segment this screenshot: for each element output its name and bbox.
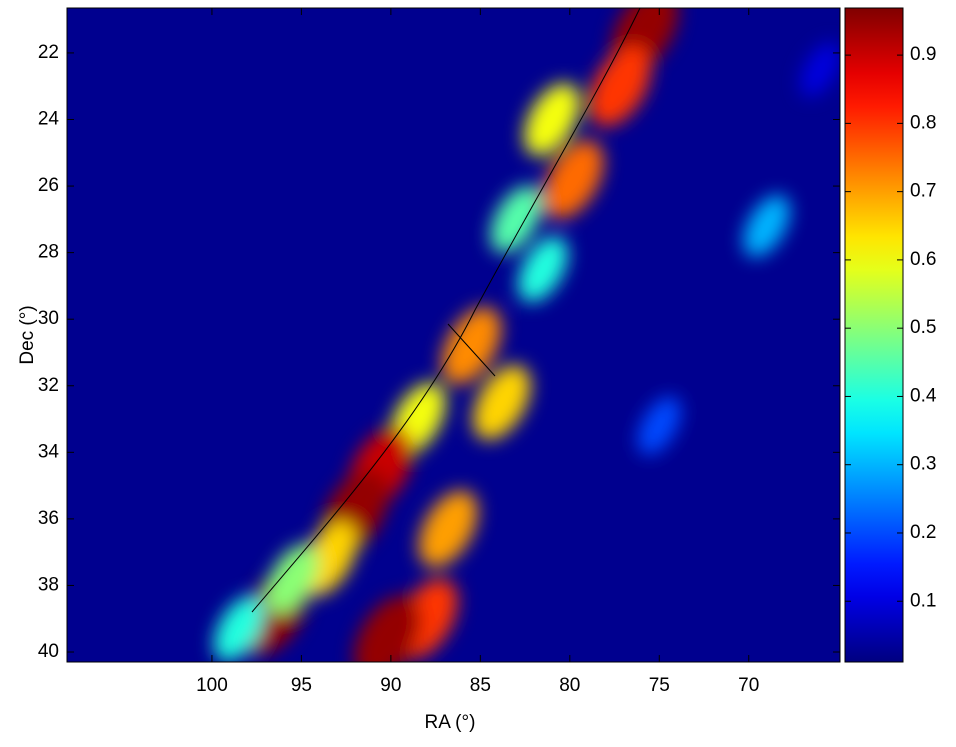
y-tick-label: 22 (38, 42, 59, 63)
heat-blob (524, 83, 580, 156)
track (251, 8, 641, 613)
heat-blob (214, 596, 264, 662)
colorbar-tick-label: 0.3 (910, 454, 936, 475)
y-tick-label: 38 (38, 574, 59, 595)
heat-blob (800, 42, 840, 97)
y-tick-label: 24 (38, 109, 60, 130)
colorbar-tick-label: 0.1 (910, 590, 936, 611)
colorbar (844, 7, 904, 663)
x-tick-label: 100 (196, 675, 228, 696)
x-tick-label: 75 (649, 675, 670, 696)
colorbar-tick-label: 0.2 (910, 522, 936, 543)
heat-blob (353, 595, 421, 662)
heat-blob (743, 195, 790, 257)
y-tick-label: 36 (38, 508, 59, 529)
plot-frame (66, 7, 841, 663)
y-tick-label: 40 (38, 641, 59, 662)
x-tick-label: 95 (291, 675, 312, 696)
heat-blob (441, 307, 502, 385)
heatmap (214, 8, 840, 662)
colorbar-tick-label: 0.8 (910, 112, 936, 133)
y-tick-label: 26 (38, 175, 59, 196)
y-tick-label: 34 (38, 441, 60, 462)
colorbar-tick-label: 0.4 (910, 385, 937, 406)
x-tick-label: 70 (738, 675, 759, 696)
y-tick-label: 30 (38, 308, 59, 329)
colorbar-tick-label: 0.9 (910, 44, 936, 65)
x-tick-label: 90 (380, 675, 401, 696)
heat-blob (637, 396, 681, 455)
x-axis-label: RA (°) (425, 712, 476, 733)
x-tick-label: 85 (470, 675, 491, 696)
colorbar-tick-label: 0.7 (910, 181, 936, 202)
x-tick-label: 80 (559, 675, 580, 696)
heat-blob (518, 236, 568, 302)
y-axis-label: Dec (°) (17, 305, 38, 364)
heat-blob (490, 185, 542, 253)
heat-blob (473, 365, 531, 440)
heat-blob (418, 490, 478, 568)
y-tick-label: 28 (38, 242, 59, 263)
heat-blob (588, 46, 651, 127)
y-tick-label: 32 (38, 375, 59, 396)
colorbar-tick-label: 0.6 (910, 249, 936, 270)
colorbar-tick-label: 0.5 (910, 317, 936, 338)
heat-blob (266, 544, 319, 614)
